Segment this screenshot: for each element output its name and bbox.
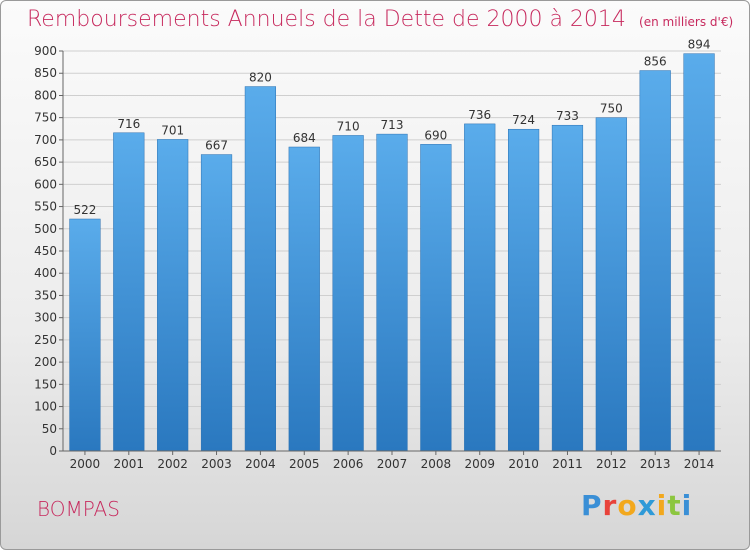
x-tick-label-2014: 2014 xyxy=(684,457,715,471)
y-tick-label: 450 xyxy=(34,244,57,258)
bar-2012 xyxy=(595,117,627,452)
y-tick-label: 750 xyxy=(34,111,57,125)
x-tick-label-2013: 2013 xyxy=(640,457,671,471)
value-label-2004: 820 xyxy=(249,71,272,85)
bar-2006 xyxy=(332,135,364,452)
bar-2002 xyxy=(157,139,189,452)
axes: 0 50 100 150 200 250 300 350 400 450 500 550 600 650 7… xyxy=(34,44,721,471)
value-label-2014: 894 xyxy=(688,38,711,52)
chart-unit: (en milliers d'€) xyxy=(639,15,734,29)
y-tick-label: 350 xyxy=(34,288,57,302)
x-tick-label-2005: 2005 xyxy=(289,457,320,471)
y-tick-label: 550 xyxy=(34,200,57,214)
x-tick-label-2011: 2011 xyxy=(552,457,583,471)
y-tick-label: 400 xyxy=(34,266,57,280)
x-tick-label-2002: 2002 xyxy=(157,457,188,471)
logo-letter: P xyxy=(581,489,603,522)
x-tick-label-2003: 2003 xyxy=(201,457,232,471)
bar-2013 xyxy=(639,70,671,452)
logo-letter: o xyxy=(617,489,638,522)
bar-2010 xyxy=(507,128,540,452)
x-tick-label-2007: 2007 xyxy=(377,457,408,471)
city-name: BOMPAS xyxy=(37,497,120,521)
y-tick-label: 300 xyxy=(34,311,57,325)
bar-2004 xyxy=(244,86,277,452)
logo-letter: t xyxy=(667,489,682,522)
x-tick-label-2008: 2008 xyxy=(421,457,452,471)
title-row: Remboursements Annuels de la Dette de 20… xyxy=(27,7,733,32)
y-tick-label: 250 xyxy=(34,333,57,347)
y-tick-label: 150 xyxy=(34,377,57,391)
bar-2008 xyxy=(420,144,452,452)
y-tick-label: 500 xyxy=(34,222,57,236)
value-label-2011: 733 xyxy=(556,109,579,123)
bar-2000 xyxy=(69,218,101,452)
x-tick-label-2010: 2010 xyxy=(508,457,539,471)
value-label-2002: 701 xyxy=(161,123,184,137)
bar-2001 xyxy=(113,132,145,452)
bar-2014 xyxy=(683,53,715,452)
value-label-2007: 713 xyxy=(381,118,404,132)
bar-2003 xyxy=(200,154,233,452)
y-tick-label: 800 xyxy=(34,88,57,102)
x-tick-label-2001: 2001 xyxy=(114,457,145,471)
bar-2007 xyxy=(376,133,408,452)
y-tick-label: 900 xyxy=(34,44,57,58)
value-label-2005: 684 xyxy=(293,131,316,145)
y-tick-label: 0 xyxy=(49,444,57,458)
bars: 522 716 701 667 820 684 710 713 690 736 724 733 750 8… xyxy=(69,38,715,452)
logo-letter: i xyxy=(681,489,693,522)
logo-letter: r xyxy=(602,489,618,522)
bar-2009 xyxy=(464,123,496,452)
bar-2005 xyxy=(288,146,320,452)
x-tick-label-2004: 2004 xyxy=(245,457,276,471)
x-tick-label-2000: 2000 xyxy=(70,457,101,471)
y-tick-label: 850 xyxy=(34,66,57,80)
logo-letter: i xyxy=(656,489,668,522)
value-label-2010: 724 xyxy=(512,113,535,127)
value-label-2001: 716 xyxy=(117,117,140,131)
y-tick-label: 700 xyxy=(34,133,57,147)
y-tick-label: 650 xyxy=(34,155,57,169)
value-label-2006: 710 xyxy=(337,119,360,133)
x-tick-label-2006: 2006 xyxy=(333,457,364,471)
y-tick-label: 100 xyxy=(34,400,57,414)
value-label-2009: 736 xyxy=(468,108,491,122)
x-tick-label-2009: 2009 xyxy=(464,457,495,471)
x-tick-label-2012: 2012 xyxy=(596,457,627,471)
y-tick-label: 50 xyxy=(42,422,57,436)
value-label-2003: 667 xyxy=(205,139,228,153)
value-label-2013: 856 xyxy=(644,55,667,69)
proxiti-logo: Proxiti xyxy=(581,489,692,522)
value-label-2008: 690 xyxy=(424,128,447,142)
chart-title: Remboursements Annuels de la Dette de 20… xyxy=(27,7,626,32)
logo-letter: x xyxy=(637,489,657,522)
bar-2011 xyxy=(551,124,584,452)
y-tick-label: 600 xyxy=(34,177,57,191)
y-tick-label: 200 xyxy=(34,355,57,369)
value-label-2012: 750 xyxy=(600,102,623,116)
value-label-2000: 522 xyxy=(73,203,96,217)
